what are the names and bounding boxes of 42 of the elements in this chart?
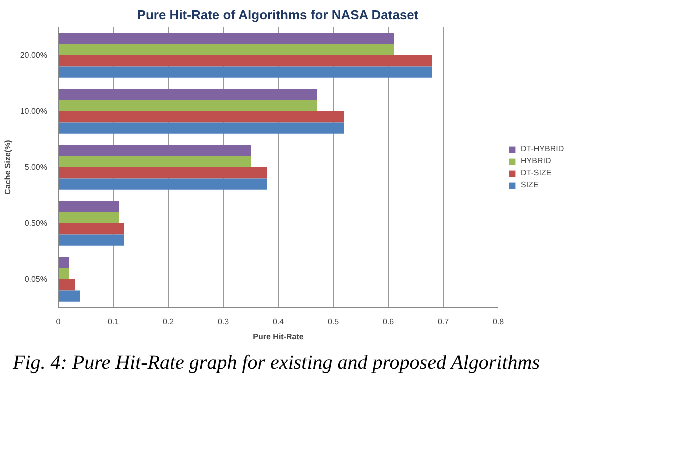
bar	[58, 156, 251, 168]
x-tick-label: 0.5	[328, 318, 340, 326]
x-tick-label: 0	[56, 318, 62, 326]
legend-label: HYBRID	[521, 156, 552, 166]
x-tick-label: 0.7	[438, 318, 450, 326]
x-tick-label: 0.1	[108, 318, 120, 326]
bar	[58, 44, 394, 56]
x-tick-label: 0.4	[272, 318, 285, 326]
bar	[58, 33, 394, 44]
x-tick-label: 0.8	[492, 318, 505, 326]
bar	[58, 280, 75, 291]
bar	[58, 257, 70, 268]
bar	[58, 100, 317, 112]
chart-title: Pure Hit-Rate of Algorithms for NASA Dataset	[137, 8, 420, 22]
x-tick-label: 0.6	[382, 318, 395, 326]
x-tick-label: 0.2	[162, 318, 175, 326]
bar	[58, 122, 344, 134]
y-tick-label: 5.00%	[24, 163, 48, 172]
bar	[58, 224, 124, 235]
y-tick-label: 20.00%	[20, 51, 48, 60]
bar	[58, 212, 119, 224]
bar	[58, 178, 268, 190]
caption: Fig. 4: Pure Hit-Rate graph for existing and proposed Algorithms	[13, 351, 540, 376]
bar	[58, 268, 70, 280]
bar	[58, 66, 432, 78]
y-tick-label: 10.00%	[20, 107, 48, 116]
x-tick-label: 0.3	[218, 318, 230, 326]
y-tick-label: 0.50%	[24, 219, 48, 228]
bar	[58, 168, 268, 179]
x-axis-title: Pure Hit-Rate	[253, 332, 304, 342]
y-axis-title: Cache Size(%)	[3, 140, 12, 195]
bar	[58, 145, 251, 156]
legend-label: SIZE	[521, 180, 540, 190]
bar	[58, 290, 80, 302]
legend-label: DT-SIZE	[521, 168, 552, 178]
legend-label: DT-HYBRID	[521, 144, 564, 154]
bar	[58, 201, 119, 212]
y-tick-label: 0.05%	[24, 275, 48, 284]
bar	[58, 89, 317, 100]
bar	[58, 112, 344, 123]
bar	[58, 56, 432, 67]
bar	[58, 234, 124, 246]
